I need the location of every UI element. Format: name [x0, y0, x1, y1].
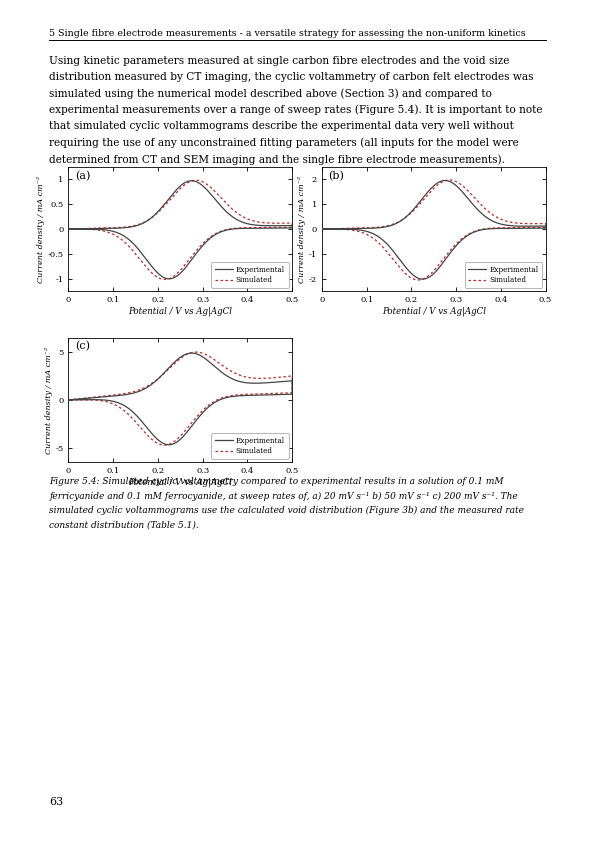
Text: experimental measurements over a range of sweep rates (Figure 5.4). It is import: experimental measurements over a range o…	[49, 105, 543, 115]
Text: determined from CT and SEM imaging and the single fibre electrode measurements).: determined from CT and SEM imaging and t…	[49, 154, 505, 165]
Text: 5 Single fibre electrode measurements - a versatile strategy for assessing the n: 5 Single fibre electrode measurements - …	[49, 29, 526, 38]
Text: simulated cyclic voltammograms use the calculated void distribution (Figure 3b) : simulated cyclic voltammograms use the c…	[49, 506, 524, 515]
Y-axis label: Current density / mA cm⁻²: Current density / mA cm⁻²	[37, 175, 45, 283]
Legend: Experimental, Simulated: Experimental, Simulated	[211, 434, 289, 459]
Text: (a): (a)	[75, 170, 90, 181]
X-axis label: Potential / V vs Ag|AgCl: Potential / V vs Ag|AgCl	[129, 478, 232, 488]
X-axis label: Potential / V vs Ag|AgCl: Potential / V vs Ag|AgCl	[382, 307, 486, 317]
Text: Figure 5.4: Simulated cyclic voltammetry compared to experimental results in a s: Figure 5.4: Simulated cyclic voltammetry…	[49, 477, 504, 487]
Text: (c): (c)	[75, 341, 90, 352]
Text: requiring the use of any unconstrained fitting parameters (all inputs for the mo: requiring the use of any unconstrained f…	[49, 137, 519, 148]
Text: distribution measured by CT imaging, the cyclic voltammetry of carbon felt elect: distribution measured by CT imaging, the…	[49, 72, 534, 82]
Text: (b): (b)	[328, 170, 345, 181]
X-axis label: Potential / V vs Ag|AgCl: Potential / V vs Ag|AgCl	[129, 307, 232, 317]
Text: simulated using the numerical model described above (Section 3) and compared to: simulated using the numerical model desc…	[49, 88, 492, 99]
Text: 63: 63	[49, 797, 64, 807]
Legend: Experimental, Simulated: Experimental, Simulated	[211, 263, 289, 288]
Y-axis label: Current density / mA cm⁻²: Current density / mA cm⁻²	[45, 346, 52, 454]
Y-axis label: Current density / mA cm⁻²: Current density / mA cm⁻²	[298, 175, 306, 283]
Text: that simulated cyclic voltammograms describe the experimental data very well wit: that simulated cyclic voltammograms desc…	[49, 121, 514, 131]
Legend: Experimental, Simulated: Experimental, Simulated	[465, 263, 542, 288]
Text: constant distribution (Table 5.1).: constant distribution (Table 5.1).	[49, 520, 199, 530]
Text: Using kinetic parameters measured at single carbon fibre electrodes and the void: Using kinetic parameters measured at sin…	[49, 56, 510, 66]
Text: ferricyanide and 0.1 mM ferrocyanide, at sweep rates of, a) 20 mV s⁻¹ b) 50 mV s: ferricyanide and 0.1 mM ferrocyanide, at…	[49, 492, 518, 501]
